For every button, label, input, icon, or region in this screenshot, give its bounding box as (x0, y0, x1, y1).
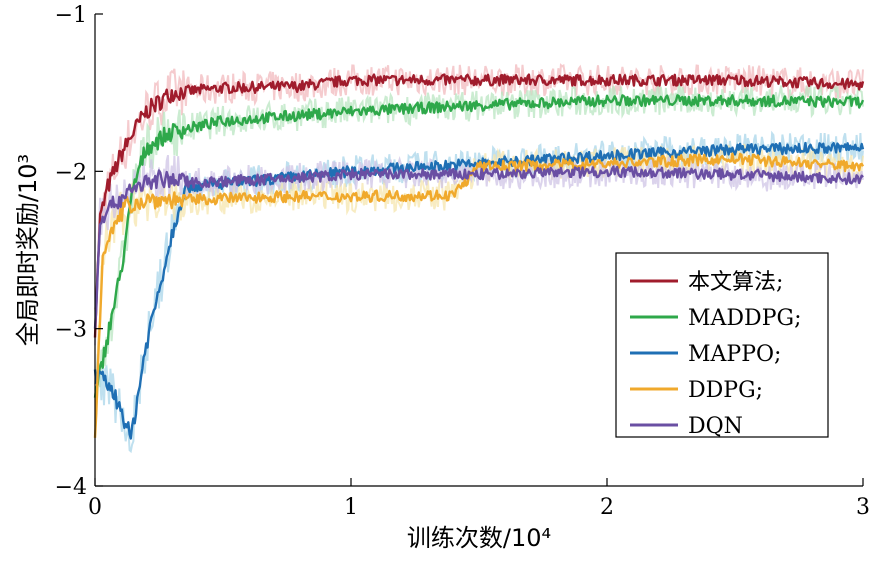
series-line-3 (93, 152, 865, 438)
x-tick-label: 2 (600, 495, 614, 520)
series-band-0 (94, 63, 864, 316)
series-band-1 (94, 83, 864, 409)
legend-label-2: MAPPO; (688, 342, 781, 367)
legend-label-1: MADDPG; (688, 306, 801, 331)
x-tick-label: 1 (344, 495, 358, 520)
y-tick-label: −1 (55, 3, 87, 28)
y-axis-title: 全局即时奖励/10³ (14, 154, 42, 346)
series-line-0 (93, 73, 865, 338)
legend-label-0: 本文算法; (688, 270, 783, 295)
y-tick-label: −3 (55, 318, 87, 343)
y-tick-label: −2 (55, 160, 87, 185)
y-tick-label: −4 (55, 475, 87, 500)
legend: 本文算法; MADDPG; MAPPO; DDPG; DQN (615, 252, 829, 439)
series-line-1 (93, 93, 865, 398)
series-line-4 (93, 165, 864, 329)
legend-label-3: DDPG; (688, 378, 763, 403)
x-axis-title: 训练次数/10⁴ (407, 524, 551, 552)
axes: 0 1 2 3 −1 −2 −3 −4 训练次数/10⁴ 全局即时奖励/10³ (14, 3, 870, 552)
x-tick-label: 0 (88, 495, 102, 520)
legend-box (615, 252, 829, 438)
legend-label-4: DQN (688, 414, 743, 439)
series-lines (93, 73, 865, 440)
x-tick-label: 3 (856, 495, 870, 520)
